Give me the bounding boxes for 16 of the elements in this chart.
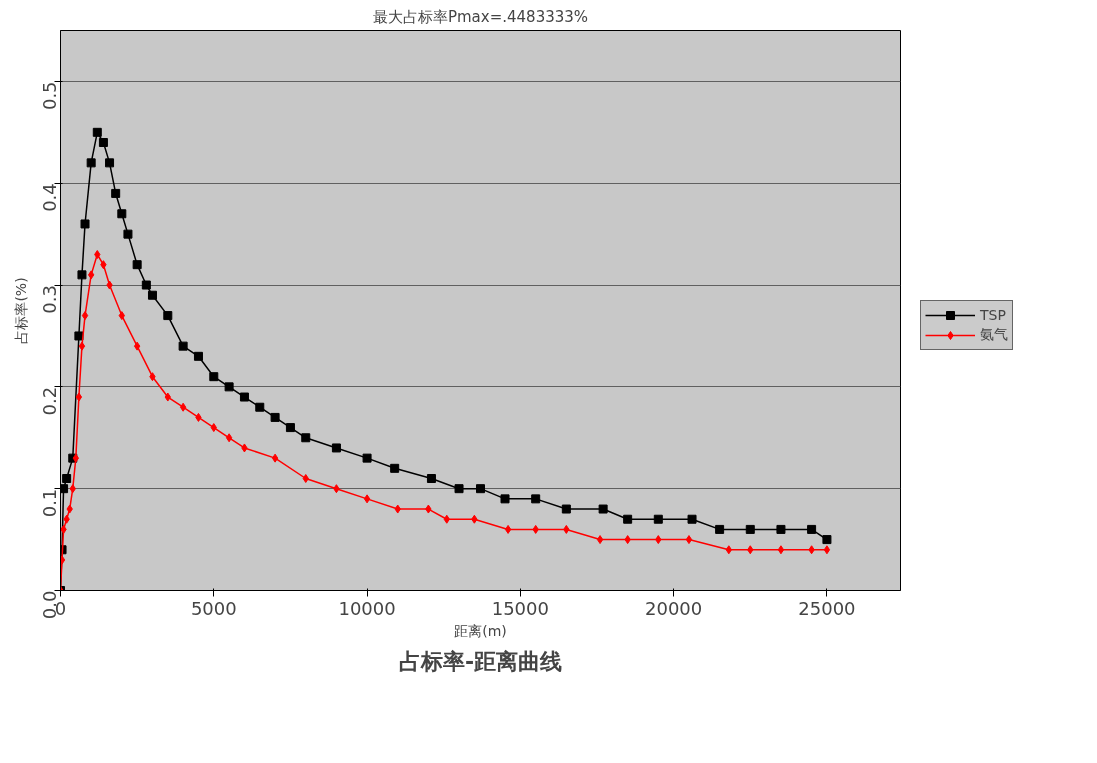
y-tick-label: 0.1: [39, 488, 60, 518]
y-tick-label: 0.5: [39, 81, 60, 111]
x-tick-label: 5000: [190, 597, 237, 619]
y-tick-label: 0.3: [39, 285, 60, 314]
y-axis-title: 占标率(%): [12, 277, 29, 344]
chart-subtitle: 最大占标率Pmax=.4483333%: [372, 7, 589, 26]
x-tick-label: 20000: [645, 597, 703, 619]
x-axis-title: 距离(m): [454, 622, 507, 639]
x-tick-label: 25000: [798, 597, 856, 619]
legend-label: TSP: [980, 307, 1006, 323]
legend-label: 氨气: [980, 326, 1008, 344]
y-tick-label: 0.4: [39, 183, 60, 212]
text: 占标率-距离曲线: [398, 648, 563, 674]
y-tick-label: 0.2: [39, 386, 60, 416]
x-tick-label: 10000: [338, 597, 396, 619]
x-tick-label: 15000: [491, 597, 549, 619]
